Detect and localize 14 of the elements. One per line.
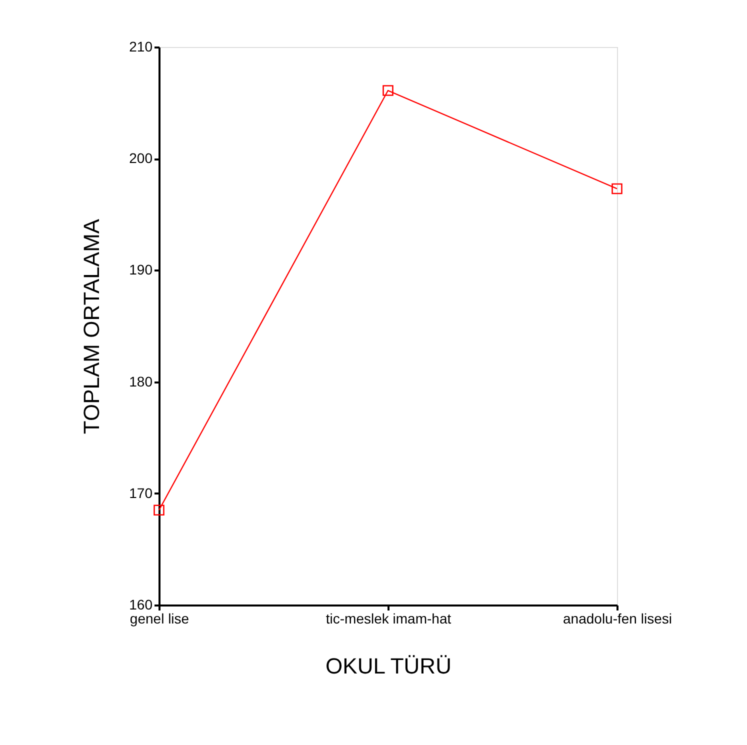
y-tick-label: 160 <box>129 596 153 612</box>
y-tick-label: 180 <box>129 373 153 390</box>
x-axis-title: OKUL TÜRÜ <box>326 654 452 678</box>
x-tick-label: tic-meslek imam-hat <box>326 610 452 626</box>
y-tick-label: 190 <box>129 262 153 278</box>
y-tick-label: 170 <box>129 484 153 501</box>
y-axis-title: TOPLAM ORTALAMA <box>79 218 104 434</box>
y-tick-label: 200 <box>129 150 153 166</box>
x-tick-label: genel lise <box>130 610 190 626</box>
point <box>154 504 164 516</box>
y-tick-label: 210 <box>129 38 153 54</box>
point <box>382 85 394 96</box>
point <box>612 183 622 194</box>
x-tick-label: anadolu-fen lisesi <box>563 610 672 626</box>
